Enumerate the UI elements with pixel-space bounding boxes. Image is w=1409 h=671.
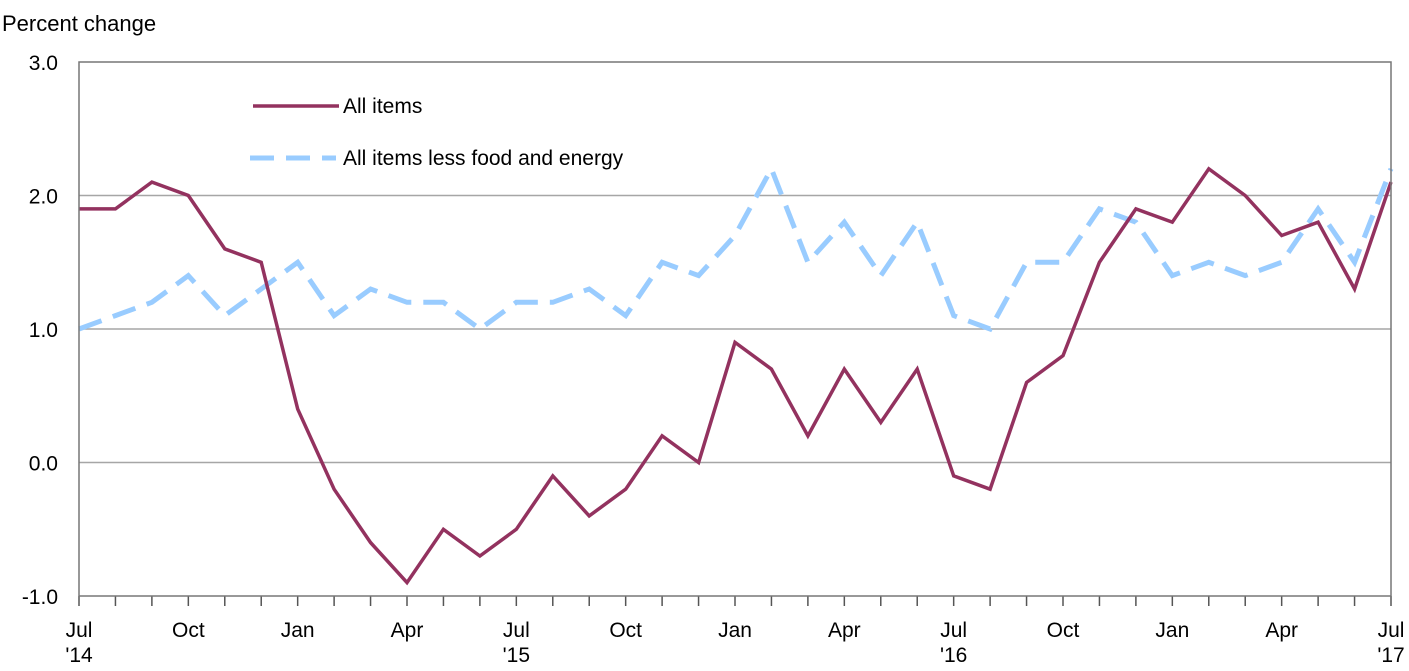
- series-lines: [78, 162, 1394, 586]
- x-tick-year-label: '15: [503, 644, 530, 666]
- x-tick-label: Apr: [828, 619, 861, 642]
- plot-area-frame: [78, 61, 1392, 597]
- y-tick-labels: 3.0 2.0 1.0 0.0 -1.0: [22, 52, 58, 609]
- x-tick-label: Jul: [1378, 619, 1405, 642]
- x-tick-year-label: '16: [940, 644, 967, 666]
- x-tick-label: Jul: [66, 619, 93, 642]
- y-tick-label: 1.0: [29, 319, 58, 342]
- x-tick-label: Apr: [391, 619, 424, 642]
- y-tick-label: 3.0: [29, 52, 58, 75]
- x-tick-year-label: '17: [1377, 644, 1404, 666]
- y-tick-label: 0.0: [29, 453, 58, 476]
- x-tick-label: Oct: [172, 619, 205, 642]
- series-line-all-items: [79, 166, 1393, 586]
- gridlines: [79, 194, 1391, 464]
- x-tick-label: Oct: [609, 619, 642, 642]
- x-tick-label: Oct: [1047, 619, 1080, 642]
- y-tick-label: 2.0: [29, 186, 58, 209]
- series-line-core: [78, 162, 1394, 333]
- legend-label-core: All items less food and energy: [343, 147, 624, 170]
- x-tick-label: Jan: [1155, 619, 1189, 642]
- x-tick-label: Jan: [281, 619, 315, 642]
- x-tick-label: Jan: [718, 619, 752, 642]
- legend: All items All items less food and energy: [250, 95, 624, 170]
- x-tick-label: Jul: [503, 619, 530, 642]
- x-tick-label: Jul: [940, 619, 967, 642]
- y-tick-label: -1.0: [22, 586, 58, 609]
- x-tick-year-label: '14: [65, 644, 93, 666]
- x-tick-label: Apr: [1265, 619, 1298, 642]
- y-axis-title: Percent change: [2, 11, 156, 36]
- legend-label-all-items: All items: [343, 95, 422, 118]
